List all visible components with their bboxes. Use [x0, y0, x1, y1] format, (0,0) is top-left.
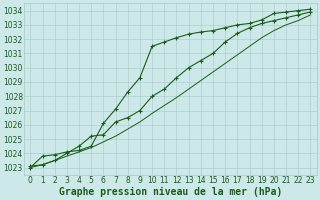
X-axis label: Graphe pression niveau de la mer (hPa): Graphe pression niveau de la mer (hPa) [59, 186, 282, 197]
